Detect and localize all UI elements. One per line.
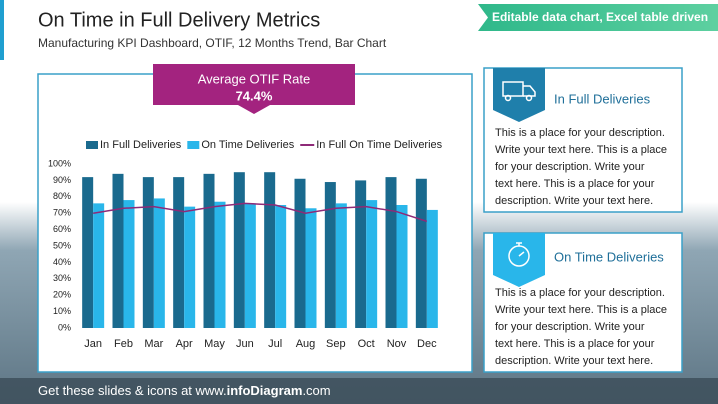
- y-tick-label: 0%: [58, 322, 71, 332]
- x-tick-label: Nov: [387, 338, 407, 350]
- bar: [396, 205, 408, 328]
- y-tick-label: 10%: [53, 306, 71, 316]
- y-tick-label: 60%: [53, 224, 71, 234]
- bar: [355, 180, 367, 328]
- card-description: This is a place for your description.: [495, 127, 665, 139]
- y-tick-label: 80%: [53, 191, 71, 201]
- legend-label: On Time Deliveries: [201, 139, 294, 151]
- banner-shape: [478, 4, 718, 31]
- card-description: for your description. Write your: [495, 321, 645, 333]
- y-tick-label: 50%: [53, 240, 71, 250]
- bar: [244, 203, 256, 328]
- bar: [112, 173, 124, 328]
- card-description: text here. This is a place for your: [495, 338, 655, 350]
- card-description: This is a place for your description.: [495, 287, 665, 299]
- x-tick-label: Apr: [176, 338, 193, 350]
- bar: [305, 208, 317, 328]
- bar: [184, 206, 196, 328]
- y-tick-label: 100%: [48, 158, 71, 168]
- y-tick-label: 90%: [53, 175, 71, 185]
- x-tick-label: Jul: [268, 338, 282, 350]
- y-tick-label: 70%: [53, 208, 71, 218]
- y-tick-label: 20%: [53, 290, 71, 300]
- highlight-value: 74.4%: [236, 88, 273, 103]
- bar: [153, 198, 165, 328]
- x-tick-label: Dec: [417, 338, 437, 350]
- footer-bar: [0, 378, 718, 404]
- badge: [493, 233, 545, 287]
- title: On Time in Full Delivery Metrics: [38, 9, 320, 31]
- y-tick-label: 40%: [53, 257, 71, 267]
- accent: [0, 0, 4, 60]
- footer: Get these slides & icons at www.infoDiag…: [38, 383, 331, 398]
- legend-swatch: [187, 141, 200, 149]
- card-description: description. Write your text here.: [495, 195, 653, 207]
- y-tick-label: 30%: [53, 273, 71, 283]
- bar: [233, 172, 245, 328]
- x-tick-label: Jan: [84, 338, 102, 350]
- truck-icon: [502, 81, 536, 102]
- x-tick-label: Mar: [144, 338, 163, 350]
- card-description: text here. This is a place for your: [495, 178, 655, 190]
- stopwatch-icon: [508, 242, 530, 267]
- legend-swatch: [86, 141, 98, 149]
- bar: [214, 201, 226, 328]
- footer-brand: infoDiagram: [227, 383, 303, 398]
- bar: [294, 178, 306, 328]
- bar: [93, 203, 105, 328]
- card-title: In Full Deliveries: [554, 91, 651, 106]
- bar: [142, 177, 154, 328]
- card-description: description. Write your text here.: [495, 355, 653, 367]
- highlight-label: Average OTIF Rate: [198, 71, 310, 86]
- x-tick-label: May: [204, 338, 225, 350]
- banner-text: Editable data chart, Excel table driven: [492, 10, 708, 24]
- bar: [82, 177, 94, 328]
- bar: [123, 200, 135, 328]
- bar: [366, 200, 378, 328]
- footer-suffix: .com: [302, 383, 330, 398]
- legend-label: In Full Deliveries: [100, 139, 182, 151]
- x-tick-label: Feb: [114, 338, 133, 350]
- x-tick-label: Sep: [326, 338, 346, 350]
- bar: [173, 177, 185, 328]
- card-description: Write your text here. This is a place: [495, 144, 667, 156]
- card: [483, 67, 683, 213]
- line: [93, 202, 428, 223]
- bar: [415, 178, 427, 328]
- card-description: for your description. Write your: [495, 161, 645, 173]
- bar: [264, 172, 276, 328]
- bar: [385, 177, 397, 328]
- bar: [324, 182, 336, 328]
- bar: [203, 173, 215, 328]
- subtitle: Manufacturing KPI Dashboard, OTIF, 12 Mo…: [38, 36, 387, 50]
- bar: [275, 205, 287, 328]
- footer-prefix: Get these slides & icons at www.: [38, 383, 227, 398]
- card-description: Write your text here. This is a place: [495, 304, 667, 316]
- card-title: On Time Deliveries: [554, 249, 664, 264]
- bar: [335, 203, 347, 328]
- x-tick-label: Jun: [236, 338, 254, 350]
- bar: [426, 209, 438, 328]
- highlight-shape: [153, 64, 355, 114]
- legend-label: In Full On Time Deliveries: [316, 139, 442, 151]
- x-tick-label: Oct: [358, 338, 375, 350]
- x-tick-label: Aug: [296, 338, 316, 350]
